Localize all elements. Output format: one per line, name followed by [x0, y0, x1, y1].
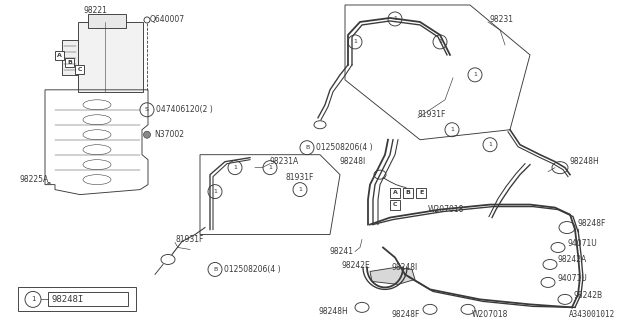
Circle shape: [143, 131, 150, 138]
Text: 94071U: 94071U: [568, 239, 598, 248]
Text: 1: 1: [450, 127, 454, 132]
FancyBboxPatch shape: [416, 188, 426, 197]
Text: W207018: W207018: [472, 310, 508, 319]
Text: B: B: [406, 190, 410, 195]
Text: B: B: [305, 145, 309, 150]
Text: B: B: [67, 60, 72, 65]
Text: C: C: [393, 202, 397, 207]
Text: 98242A: 98242A: [558, 255, 588, 264]
Text: 98248H: 98248H: [318, 307, 348, 316]
FancyBboxPatch shape: [48, 292, 128, 306]
Text: A: A: [392, 190, 397, 195]
FancyBboxPatch shape: [88, 14, 126, 28]
Text: 98242E: 98242E: [342, 261, 371, 270]
Text: 81931F: 81931F: [418, 110, 446, 119]
Text: A343001012: A343001012: [569, 310, 615, 319]
Text: 1: 1: [488, 142, 492, 147]
Text: S: S: [145, 107, 149, 112]
Text: 98248I: 98248I: [52, 295, 84, 304]
Text: 98231: 98231: [490, 15, 514, 24]
Text: E: E: [419, 190, 423, 195]
Text: 1: 1: [298, 187, 302, 192]
Text: 1: 1: [353, 39, 357, 44]
FancyBboxPatch shape: [55, 51, 64, 60]
Text: 98248F: 98248F: [392, 310, 420, 319]
Text: 1: 1: [438, 39, 442, 44]
Text: 98241: 98241: [330, 247, 354, 256]
Text: 1: 1: [213, 189, 217, 194]
Text: 012508206(4 ): 012508206(4 ): [316, 143, 372, 152]
Text: 98242B: 98242B: [574, 291, 603, 300]
FancyBboxPatch shape: [18, 287, 136, 311]
Text: N37002: N37002: [154, 130, 184, 139]
Text: 98225A: 98225A: [20, 175, 49, 184]
Text: 81931F: 81931F: [285, 173, 314, 182]
FancyBboxPatch shape: [403, 188, 413, 197]
Text: C: C: [77, 67, 82, 72]
Text: W207018: W207018: [428, 205, 465, 214]
Text: 98221: 98221: [83, 6, 107, 15]
Text: Q640007: Q640007: [150, 15, 185, 24]
Text: 98248H: 98248H: [570, 157, 600, 166]
Text: 1: 1: [31, 296, 35, 302]
FancyBboxPatch shape: [390, 200, 400, 210]
Text: 1: 1: [233, 165, 237, 170]
Text: B: B: [213, 267, 217, 272]
FancyBboxPatch shape: [78, 22, 143, 92]
Text: 81931F: 81931F: [175, 235, 204, 244]
Text: A: A: [57, 53, 62, 58]
Polygon shape: [370, 268, 415, 284]
Text: 98248F: 98248F: [577, 219, 605, 228]
Text: 1: 1: [393, 16, 397, 21]
Text: 012508206(4 ): 012508206(4 ): [224, 265, 280, 274]
FancyBboxPatch shape: [75, 65, 84, 74]
Text: 047406120(2 ): 047406120(2 ): [156, 105, 212, 114]
Text: 1: 1: [268, 165, 272, 170]
FancyBboxPatch shape: [390, 188, 400, 197]
Text: 98248I: 98248I: [340, 157, 366, 166]
FancyBboxPatch shape: [62, 40, 78, 75]
Text: 1: 1: [473, 72, 477, 77]
FancyBboxPatch shape: [65, 58, 74, 67]
Text: 98248I: 98248I: [392, 263, 419, 272]
Text: 98231A: 98231A: [270, 157, 300, 166]
Text: 94071U: 94071U: [558, 274, 588, 283]
